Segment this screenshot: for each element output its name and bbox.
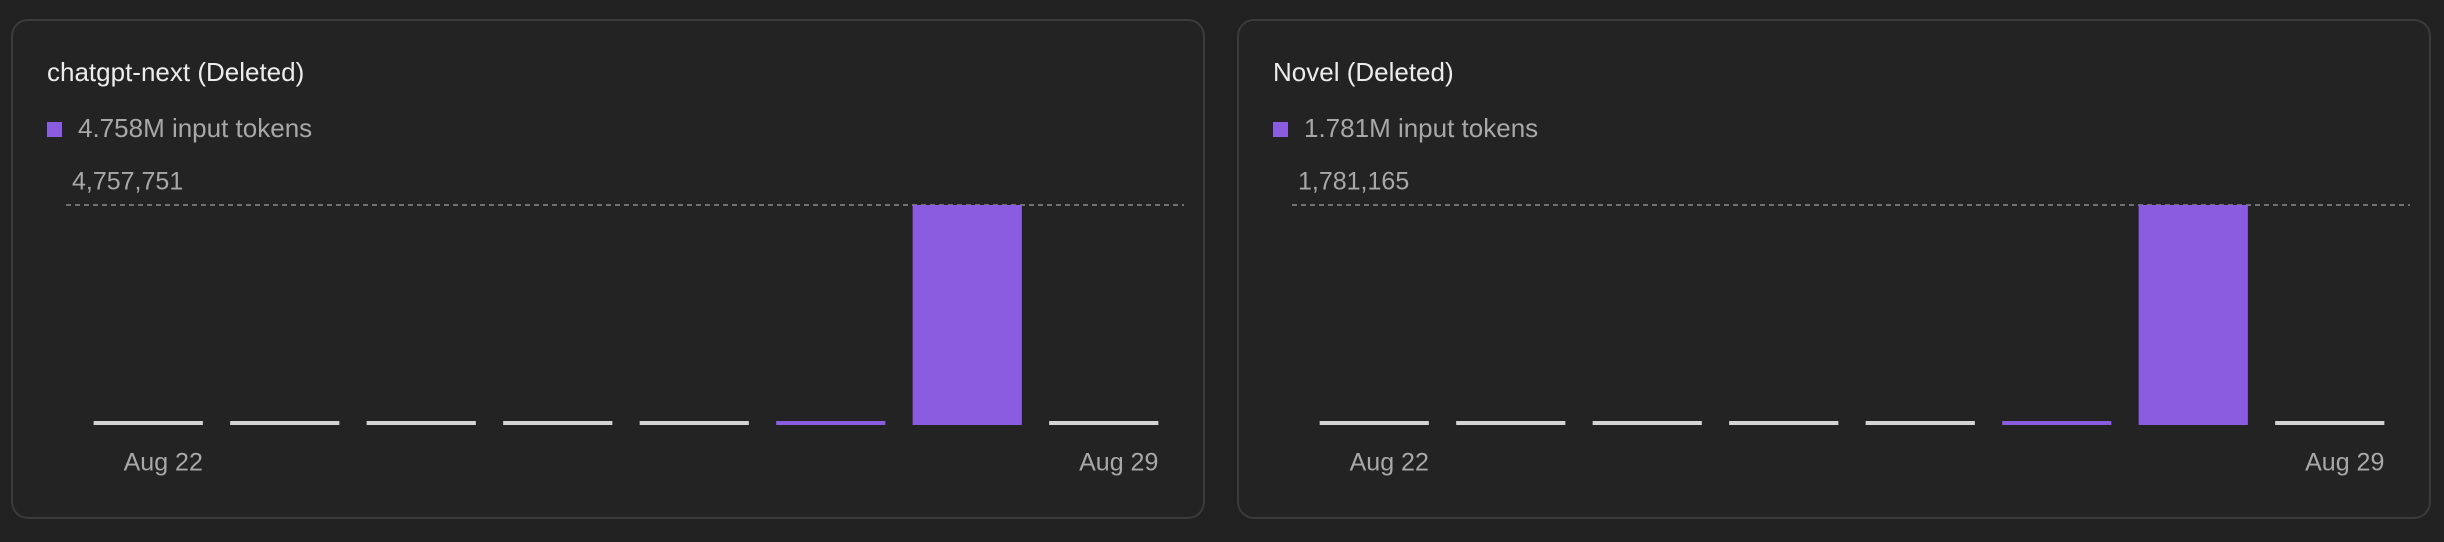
- bar: [912, 205, 1022, 425]
- card: [1237, 19, 2431, 519]
- card: [11, 19, 1205, 519]
- bar: [1592, 421, 1702, 425]
- legend-label: 1.781M input tokens: [1304, 113, 1538, 143]
- bar: [776, 421, 886, 425]
- bar: [1456, 421, 1566, 425]
- chart-title: Novel (Deleted): [1273, 57, 1454, 87]
- y-tick-label: 4,757,751: [72, 168, 183, 196]
- bar: [1049, 421, 1159, 425]
- chart-title: chatgpt-next (Deleted): [47, 57, 304, 87]
- bar: [2002, 421, 2112, 425]
- bar: [230, 421, 340, 425]
- y-tick-label: 1,781,165: [1298, 168, 1409, 196]
- bar: [1729, 421, 1839, 425]
- bar: [1319, 421, 1429, 425]
- x-tick-label: Aug 22: [124, 449, 203, 477]
- bar: [639, 421, 749, 425]
- bar: [2138, 205, 2248, 425]
- legend-swatch: [1273, 122, 1288, 137]
- bar: [93, 421, 203, 425]
- bar: [503, 421, 613, 425]
- legend-swatch: [47, 122, 62, 137]
- legend-label: 4.758M input tokens: [78, 113, 312, 143]
- x-tick-label: Aug 29: [1079, 449, 1158, 477]
- x-tick-label: Aug 29: [2305, 449, 2384, 477]
- bar: [366, 421, 476, 425]
- bar: [1865, 421, 1975, 425]
- bar: [2275, 421, 2385, 425]
- x-tick-label: Aug 22: [1350, 449, 1429, 477]
